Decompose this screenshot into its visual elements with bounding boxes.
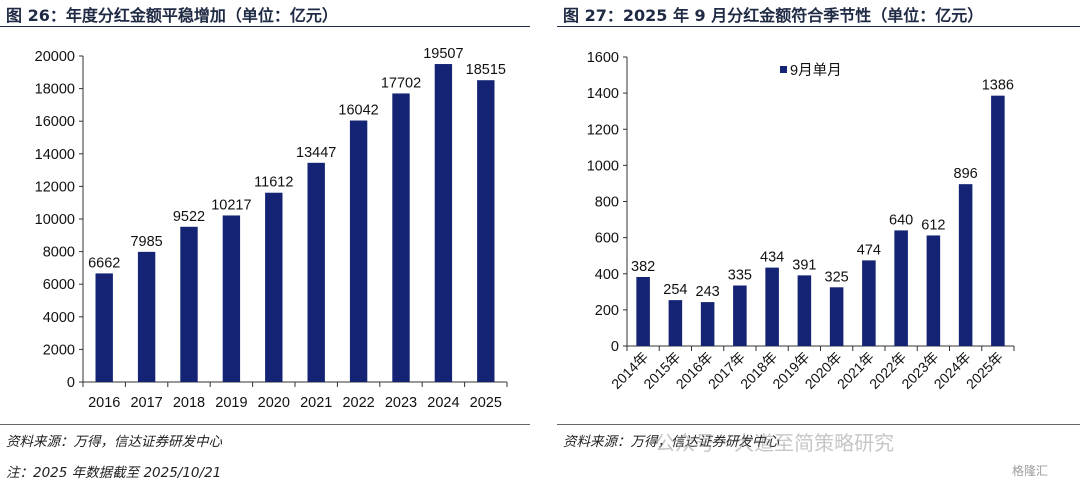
chart1-x-tick-label: 2022 bbox=[342, 395, 374, 411]
chart2-bar bbox=[991, 95, 1005, 346]
chart2-data-label: 474 bbox=[857, 242, 881, 258]
chart1-y-tick-label: 20000 bbox=[35, 49, 75, 65]
chart2-legend-swatch bbox=[780, 66, 787, 73]
chart1-bar bbox=[137, 251, 156, 382]
chart1-x-tick-label: 2017 bbox=[130, 395, 162, 411]
chart1-bar bbox=[180, 226, 198, 382]
chart2-y-tick-label: 1000 bbox=[587, 158, 619, 174]
chart2-data-label: 335 bbox=[728, 267, 752, 283]
chart1-y-tick-label: 6000 bbox=[43, 277, 75, 293]
chart1-y-tick-label: 0 bbox=[67, 375, 75, 391]
figure-27-title-rule bbox=[557, 26, 1080, 27]
chart1-data-label: 11612 bbox=[254, 175, 293, 191]
chart2-data-label: 896 bbox=[954, 166, 978, 182]
figure-27-bottom-rule bbox=[557, 424, 1080, 425]
chart1-bar bbox=[307, 162, 325, 382]
chart1-data-label: 13447 bbox=[296, 145, 336, 161]
chart1-y-tick-label: 16000 bbox=[35, 114, 75, 130]
chart2-y-tick-label: 400 bbox=[595, 267, 619, 283]
chart2-y-tick-label: 1200 bbox=[587, 122, 619, 138]
chart2-data-label: 612 bbox=[921, 217, 945, 233]
figure-26-bottom-rule bbox=[0, 424, 530, 425]
chart1-bar bbox=[392, 93, 410, 382]
chart1-data-label: 19507 bbox=[423, 46, 463, 62]
chart2-bar bbox=[829, 287, 844, 346]
chart1-x-tick-label: 2018 bbox=[173, 395, 205, 411]
chart2-bar bbox=[765, 267, 779, 346]
chart2-bar bbox=[700, 302, 715, 346]
chart1-bar bbox=[477, 80, 495, 382]
chart1-y-tick-label: 10000 bbox=[35, 212, 75, 228]
figure-27-title: 图 27：2025 年 9 月分红金额符合季节性（单位：亿元） bbox=[563, 6, 984, 25]
chart1-y-tick-label: 2000 bbox=[43, 342, 75, 358]
chart1-x-tick-label: 2019 bbox=[215, 395, 247, 411]
chart2-bar bbox=[733, 285, 747, 346]
chart1-bar bbox=[222, 215, 241, 382]
chart1-bar bbox=[95, 273, 113, 382]
chart2-data-label: 325 bbox=[825, 269, 849, 285]
chart2-x-tick-label: 2025年 bbox=[963, 349, 1006, 392]
chart1-x-tick-label: 2025 bbox=[470, 395, 502, 411]
chart1-data-label: 17702 bbox=[381, 75, 421, 91]
chart2-data-label: 640 bbox=[889, 212, 913, 228]
watermark-logo: 格隆汇 bbox=[1012, 464, 1049, 478]
watermark-text: 公众号 · 大道至简策略研究 bbox=[655, 431, 895, 455]
chart1-data-label: 18515 bbox=[466, 62, 506, 78]
chart1-y-tick-label: 14000 bbox=[35, 147, 75, 163]
figure-26-title: 图 26：年度分红金额平稳增加（单位：亿元） bbox=[6, 6, 338, 25]
chart2-y-tick-label: 600 bbox=[595, 231, 619, 247]
figure-27-source: 资料来源：万得，信达证券研发中心 bbox=[563, 434, 779, 450]
chart2-bar bbox=[894, 230, 908, 346]
figure-26-source: 资料来源：万得，信达证券研发中心 bbox=[6, 434, 222, 450]
chart2-y-tick-label: 1600 bbox=[587, 50, 619, 66]
chart1-data-label: 7985 bbox=[130, 234, 162, 250]
chart2-y-tick-label: 0 bbox=[611, 339, 619, 355]
chart2-y-tick-label: 200 bbox=[595, 303, 619, 319]
chart1-bar bbox=[349, 120, 368, 382]
chart1-x-tick-label: 2016 bbox=[88, 395, 120, 411]
chart2-data-label: 434 bbox=[760, 250, 784, 266]
chart2-bar bbox=[862, 260, 876, 346]
chart1-bar bbox=[434, 64, 453, 383]
chart2-data-label: 382 bbox=[631, 259, 655, 275]
chart2-data-label: 1386 bbox=[982, 78, 1014, 94]
chart1-y-tick-label: 8000 bbox=[43, 245, 75, 261]
chart1-data-label: 9522 bbox=[173, 209, 205, 225]
chart1-bar bbox=[265, 192, 283, 382]
chart2-y-tick-label: 800 bbox=[595, 195, 619, 211]
chart1-x-tick-label: 2024 bbox=[427, 395, 459, 411]
figure-26-title-rule bbox=[0, 26, 530, 27]
chart1-x-tick-label: 2023 bbox=[385, 395, 417, 411]
chart2-y-tick-label: 1400 bbox=[587, 86, 619, 102]
chart1-data-label: 16042 bbox=[338, 103, 378, 119]
chart1-data-label: 10217 bbox=[211, 197, 251, 213]
chart1-y-tick-label: 12000 bbox=[35, 179, 75, 195]
chart2-bar bbox=[636, 277, 650, 346]
chart2-data-label: 243 bbox=[696, 284, 720, 300]
chart1-y-tick-label: 18000 bbox=[35, 82, 75, 98]
chart2-data-label: 391 bbox=[792, 257, 816, 273]
chart1-x-tick-label: 2020 bbox=[258, 395, 290, 411]
chart1-x-tick-label: 2021 bbox=[300, 395, 332, 411]
chart2-data-label: 254 bbox=[663, 282, 687, 298]
chart2-bar bbox=[668, 300, 683, 346]
chart2-legend-label: 9月单月 bbox=[790, 62, 842, 79]
chart2-bar bbox=[958, 184, 973, 346]
chart2-bar bbox=[797, 275, 812, 346]
chart1-y-tick-label: 4000 bbox=[43, 310, 75, 326]
chart1-data-label: 6662 bbox=[88, 255, 120, 271]
chart2-bar bbox=[926, 235, 941, 346]
figure-26-footnote: 注：2025 年数据截至 2025/10/21 bbox=[6, 465, 222, 481]
